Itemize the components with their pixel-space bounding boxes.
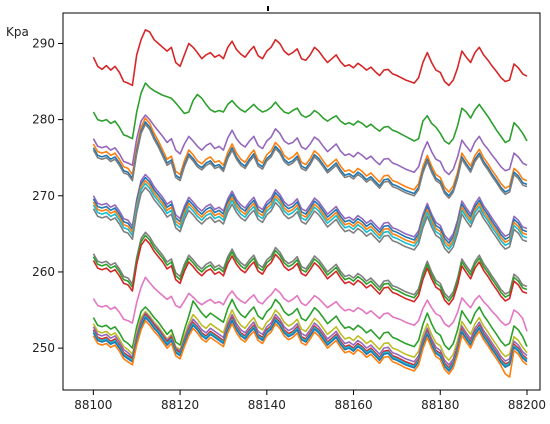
series-line-9	[92, 179, 528, 247]
series-line-17	[92, 309, 528, 362]
series-line-1	[92, 28, 528, 87]
x-tick-label: 88100	[74, 398, 112, 412]
y-tick-label: 280	[32, 113, 55, 127]
series-line-12	[92, 231, 528, 299]
series-line-16	[92, 298, 528, 351]
y-tick-label: 250	[32, 341, 55, 355]
series-line-13	[92, 234, 528, 302]
x-tick-label: 88160	[334, 398, 372, 412]
series-line-4	[92, 117, 528, 193]
x-tick-label: 88120	[161, 398, 199, 412]
series-line-7	[92, 173, 528, 241]
series-line-15	[92, 276, 528, 332]
series-layer	[92, 28, 528, 378]
series-line-18	[92, 312, 528, 366]
series-line-3	[92, 114, 528, 176]
x-axis: 88100 88120 88140 88160 88180 88200	[74, 390, 546, 412]
series-line-8	[92, 176, 528, 244]
y-tick-label: 290	[32, 36, 55, 50]
x-tick-label: 88140	[248, 398, 286, 412]
x-tick-label: 88200	[508, 398, 546, 412]
series-line-10	[92, 182, 528, 250]
series-line-6	[92, 123, 528, 199]
series-line-2	[92, 82, 528, 145]
y-axis: 250 260 270 280 290	[32, 36, 63, 355]
y-tick-label: 270	[32, 189, 55, 203]
series-line-21	[92, 316, 528, 372]
series-line-22	[92, 319, 528, 378]
x-tick-label: 88180	[421, 398, 459, 412]
series-line-14	[92, 238, 528, 306]
y-axis-unit-label: Kpa	[6, 25, 29, 39]
series-line-11	[92, 186, 528, 254]
y-tick-label: 260	[32, 265, 55, 279]
